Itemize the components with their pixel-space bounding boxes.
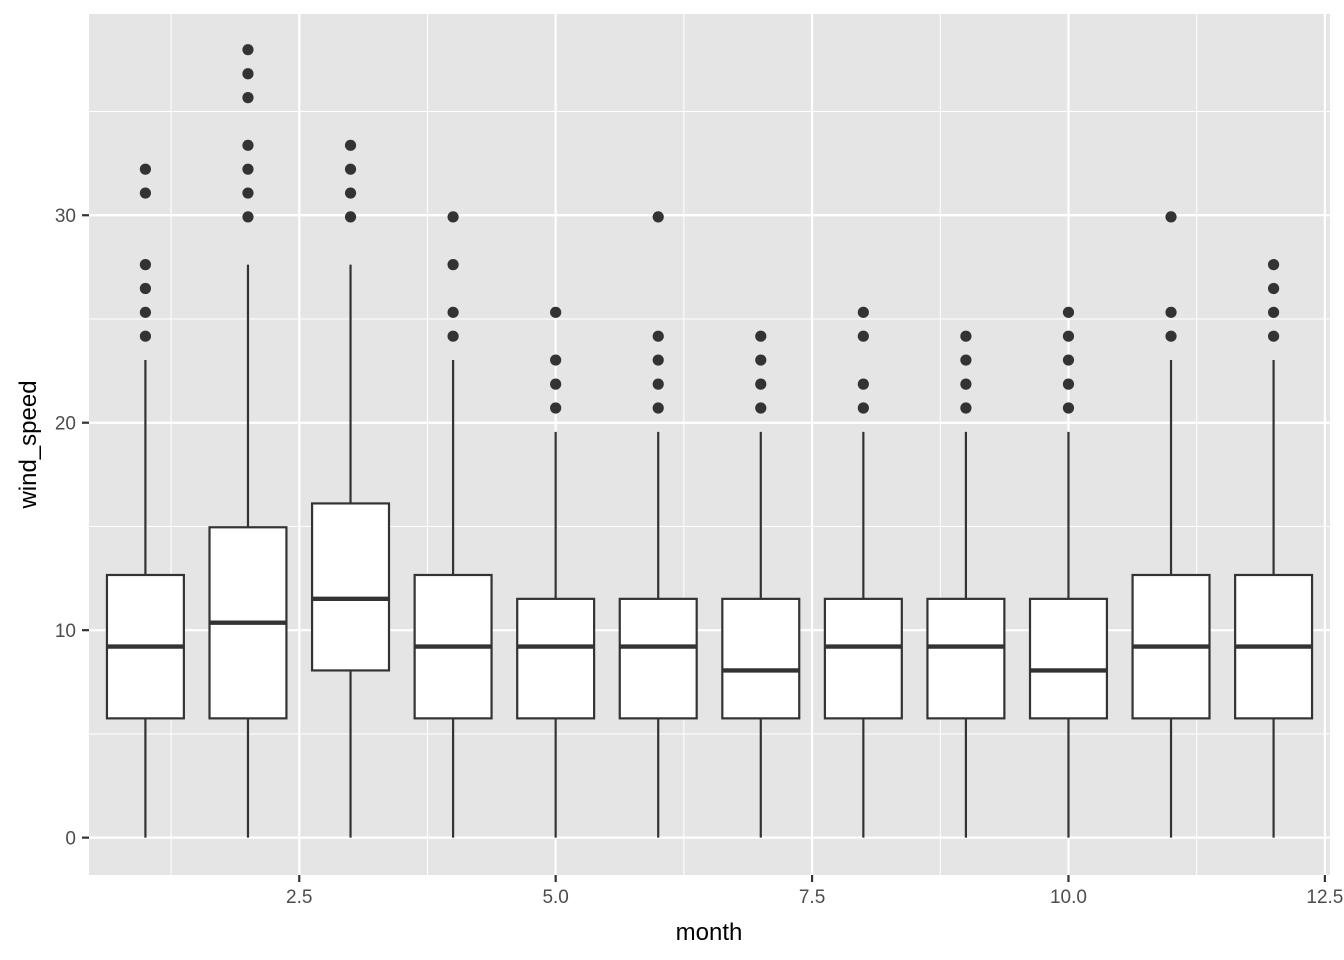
outlier-point — [1062, 402, 1075, 414]
y-tick-label: 0 — [65, 829, 76, 850]
outlier-point — [550, 306, 562, 318]
outlier-point — [1062, 306, 1075, 318]
box-month-11 — [1131, 211, 1211, 838]
outlier-point — [652, 378, 664, 390]
box-month-12 — [1234, 259, 1314, 838]
outlier-point — [755, 378, 767, 390]
outlier-point — [755, 354, 767, 366]
outlier-point — [139, 306, 152, 318]
x-tick-label: 5.0 — [542, 887, 568, 908]
outlier-point — [960, 354, 972, 366]
iqr-box — [823, 597, 903, 720]
x-tick-label: 12.5 — [1306, 887, 1343, 908]
outlier-point — [139, 163, 152, 175]
outlier-point — [344, 211, 357, 223]
y-axis-title: wind_speed — [15, 380, 42, 509]
outlier-point — [447, 306, 459, 318]
iqr-box — [310, 502, 391, 672]
iqr-box — [721, 597, 801, 720]
outlier-point — [139, 187, 152, 199]
outlier-point — [1062, 378, 1075, 390]
outlier-point — [857, 306, 869, 318]
y-tick-label: 30 — [55, 206, 76, 227]
outlier-point — [242, 92, 254, 104]
y-tick-label: 20 — [55, 414, 76, 435]
outlier-point — [242, 163, 254, 175]
iqr-box — [618, 597, 698, 720]
box-month-1 — [105, 163, 185, 838]
outlier-point — [1165, 211, 1177, 223]
outlier-point — [652, 354, 664, 366]
iqr-box — [926, 597, 1006, 720]
boxplot-series — [105, 44, 1314, 838]
iqr-box — [1028, 597, 1109, 720]
minor-gridlines — [89, 14, 1330, 875]
outlier-point — [344, 187, 357, 199]
box-month-7 — [721, 330, 801, 838]
outlier-point — [1165, 330, 1177, 342]
box-month-5 — [516, 306, 596, 838]
y-tick-label: 10 — [55, 621, 76, 642]
box-month-10 — [1028, 306, 1109, 838]
outlier-point — [139, 330, 152, 342]
outlier-point — [857, 378, 869, 390]
outlier-point — [857, 330, 869, 342]
panel-background — [89, 14, 1330, 875]
outlier-point — [139, 259, 152, 271]
box-month-4 — [413, 211, 493, 838]
outlier-point — [1267, 282, 1280, 295]
x-tick-label: 7.5 — [799, 887, 825, 908]
outlier-point — [550, 402, 562, 414]
outlier-point — [447, 259, 459, 271]
outlier-point — [1267, 259, 1280, 271]
y-axis: 0 10 20 30 — [55, 206, 89, 850]
outlier-point — [652, 211, 664, 223]
outlier-point — [344, 163, 357, 175]
box-month-6 — [618, 211, 698, 838]
box-month-9 — [926, 330, 1006, 838]
box-month-8 — [823, 306, 903, 838]
outlier-point — [755, 402, 767, 414]
outlier-point — [960, 378, 972, 390]
outlier-point — [447, 330, 459, 342]
iqr-box — [516, 597, 596, 720]
outlier-point — [242, 68, 254, 80]
x-tick-label: 2.5 — [286, 887, 312, 908]
x-axis-title: month — [676, 919, 743, 946]
outlier-point — [857, 402, 869, 414]
outlier-point — [1062, 330, 1075, 342]
outlier-point — [242, 211, 254, 223]
outlier-point — [550, 354, 562, 366]
outlier-point — [242, 139, 254, 151]
outlier-point — [652, 402, 664, 414]
outlier-point — [1062, 354, 1075, 366]
outlier-point — [1267, 306, 1280, 318]
box-month-3 — [310, 139, 391, 838]
outlier-point — [1165, 306, 1177, 318]
outlier-point — [242, 187, 254, 199]
outlier-point — [344, 139, 357, 151]
outlier-point — [447, 211, 459, 223]
outlier-point — [652, 330, 664, 342]
outlier-point — [960, 402, 972, 414]
box-month-2 — [208, 44, 288, 838]
outlier-point — [139, 282, 152, 295]
outlier-point — [755, 330, 767, 342]
outlier-point — [960, 330, 972, 342]
outlier-point — [1267, 330, 1280, 342]
outlier-point — [550, 378, 562, 390]
x-axis: 2.5 5.0 7.5 10.0 12.5 — [286, 875, 1343, 908]
outlier-point — [242, 44, 254, 56]
x-tick-label: 10.0 — [1050, 887, 1087, 908]
